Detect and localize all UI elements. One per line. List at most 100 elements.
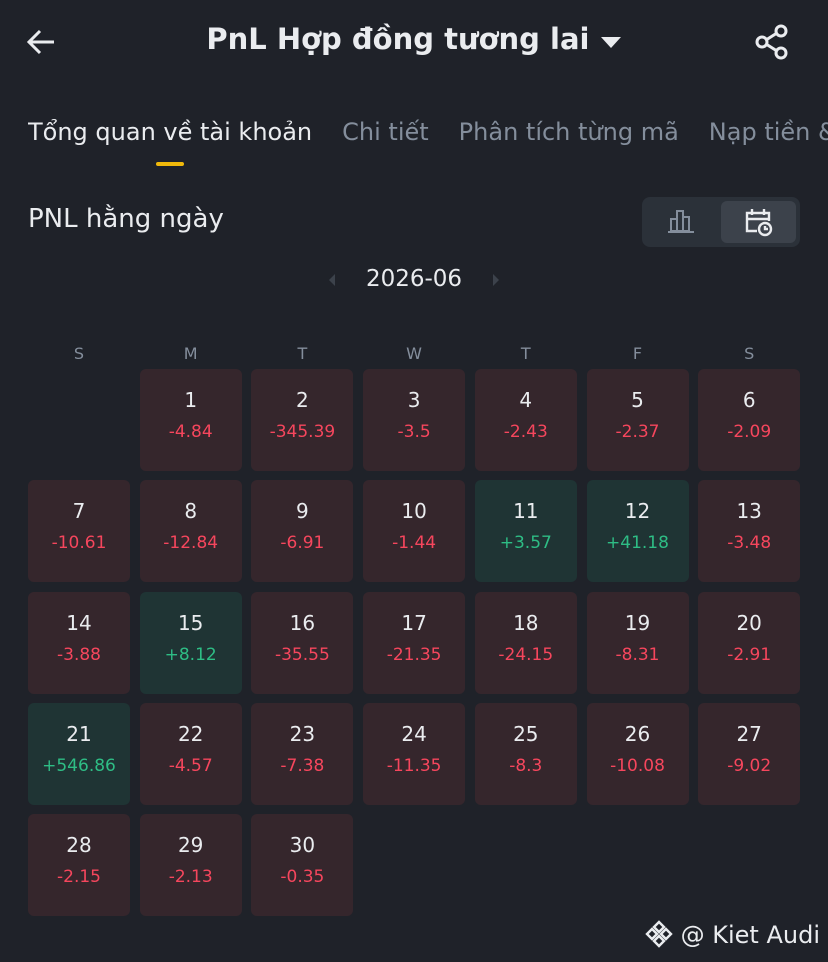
day-pnl: -3.48: [727, 533, 772, 554]
day-number: 14: [66, 610, 92, 635]
day-pnl: +41.18: [606, 533, 669, 554]
day-pnl: -2.09: [727, 422, 772, 442]
page-title[interactable]: PnL Hợp đồng tương lai: [0, 22, 828, 56]
day-pnl: -2.13: [168, 867, 213, 888]
calendar-icon: [745, 209, 773, 237]
day-number: 15: [177, 610, 204, 635]
day-pnl: -2.91: [727, 644, 772, 665]
share-button[interactable]: [754, 24, 790, 60]
day-cell[interactable]: 18 -24.15: [474, 591, 577, 694]
day-cell[interactable]: 29 -2.13: [139, 814, 242, 917]
day-cell[interactable]: 23 -7.38: [251, 702, 354, 805]
day-cell[interactable]: 19 -8.31: [586, 591, 689, 694]
day-pnl: +3.57: [499, 533, 552, 554]
day-number: 2: [296, 388, 309, 412]
watermark-text: @ Kiet Audi: [680, 921, 820, 949]
day-pnl: -10.61: [51, 533, 107, 554]
day-cell[interactable]: 10 -1.44: [363, 480, 466, 583]
day-cell[interactable]: 3 -3.5: [363, 369, 466, 471]
day-cell[interactable]: 22 -4.57: [139, 702, 242, 805]
day-pnl: -9.02: [727, 755, 772, 776]
view-toggle: [642, 197, 800, 247]
tab[interactable]: Nạp tiền & G: [708, 118, 828, 146]
day-cell[interactable]: 14 -3.88: [28, 591, 130, 694]
day-cell[interactable]: 25 -8.3: [474, 702, 577, 805]
day-cell[interactable]: 15 +8.12: [139, 591, 242, 694]
day-pnl: -1.44: [392, 533, 437, 554]
day-pnl: -2.37: [615, 422, 660, 442]
day-cell[interactable]: 2 -345.39: [251, 369, 354, 471]
day-cell[interactable]: 1 -4.84: [139, 369, 242, 471]
day-number: 28: [66, 833, 92, 858]
weekday-label: W: [406, 344, 422, 363]
day-cell[interactable]: 24 -11.35: [363, 702, 466, 805]
day-cell[interactable]: 11 +3.57: [474, 480, 577, 583]
day-cell[interactable]: 9 -6.91: [251, 480, 354, 583]
weekday-label: M: [183, 344, 198, 363]
day-pnl: -10.08: [610, 755, 665, 776]
weekday-label: S: [73, 344, 85, 363]
day-number: 21: [66, 721, 92, 746]
day-cell[interactable]: 7 -10.61: [28, 480, 130, 583]
day-number: 7: [72, 499, 86, 524]
day-cell[interactable]: 28 -2.15: [28, 814, 130, 917]
day-number: 11: [513, 499, 539, 524]
watermark: @ Kiet Audi: [645, 920, 820, 949]
day-number: 19: [624, 610, 651, 635]
day-cell[interactable]: 26 -10.08: [586, 702, 689, 805]
day-pnl: +8.12: [164, 644, 217, 665]
day-pnl: -8.31: [615, 644, 660, 665]
weekday-label: F: [632, 344, 643, 363]
tab[interactable]: Phân tích từng mã: [458, 118, 679, 146]
day-number: 17: [401, 610, 427, 635]
bar-view-button[interactable]: [660, 207, 704, 237]
day-number: 22: [177, 721, 204, 746]
title-text: PnL Hợp đồng tương lai: [206, 22, 590, 56]
day-pnl: -3.5: [397, 422, 431, 442]
day-cell[interactable]: 30 -0.35: [251, 814, 354, 917]
day-pnl: -24.15: [498, 644, 554, 665]
day-pnl: -11.35: [386, 755, 442, 776]
tab[interactable]: Chi tiết: [342, 118, 429, 146]
next-month[interactable]: [490, 272, 502, 288]
weekday-label: T: [297, 344, 308, 363]
day-number: 26: [624, 721, 651, 746]
calendar-view-button[interactable]: [721, 201, 796, 243]
day-number: 3: [407, 388, 421, 412]
day-number: 30: [289, 833, 316, 858]
day-cell[interactable]: 12 +41.18: [586, 480, 689, 583]
day-pnl: -3.88: [57, 644, 101, 665]
day-number: 8: [184, 499, 198, 524]
day-cell[interactable]: 16 -35.55: [251, 591, 354, 694]
day-cell[interactable]: 17 -21.35: [363, 591, 466, 694]
day-pnl: -8.3: [509, 755, 543, 776]
day-cell[interactable]: 20 -2.91: [698, 591, 801, 694]
dropdown-icon: [600, 37, 621, 48]
day-cell[interactable]: 4 -2.43: [474, 369, 577, 471]
day-number: 25: [513, 721, 539, 746]
day-number: 16: [289, 610, 316, 635]
day-pnl: -12.84: [163, 533, 219, 554]
day-number: 23: [289, 721, 316, 746]
day-cell[interactable]: 8 -12.84: [139, 480, 242, 583]
prev-month[interactable]: [326, 272, 338, 288]
day-number: 27: [736, 721, 762, 746]
day-cell[interactable]: 27 -9.02: [698, 702, 801, 805]
day-pnl: +546.86: [42, 755, 116, 776]
day-cell[interactable]: 21 +546.86: [28, 702, 130, 805]
tab-bar: Tổng quan về tài khoản Chi tiết Phân tích …: [28, 118, 828, 178]
day-number: 20: [736, 610, 762, 635]
day-pnl: -2.43: [503, 422, 548, 442]
day-cell[interactable]: 13 -3.48: [698, 480, 801, 583]
back-button[interactable]: [26, 28, 58, 56]
day-pnl: -21.35: [386, 644, 442, 665]
day-number: 12: [624, 499, 651, 524]
day-cell[interactable]: 6 -2.09: [698, 369, 801, 471]
day-pnl: -0.35: [280, 867, 325, 888]
day-cell[interactable]: 5 -2.37: [586, 369, 689, 471]
day-number: 9: [296, 499, 309, 524]
tab[interactable]: Tổng quan về tài khoản: [28, 118, 313, 166]
day-pnl: -4.84: [168, 422, 213, 442]
day-number: 13: [736, 499, 762, 524]
